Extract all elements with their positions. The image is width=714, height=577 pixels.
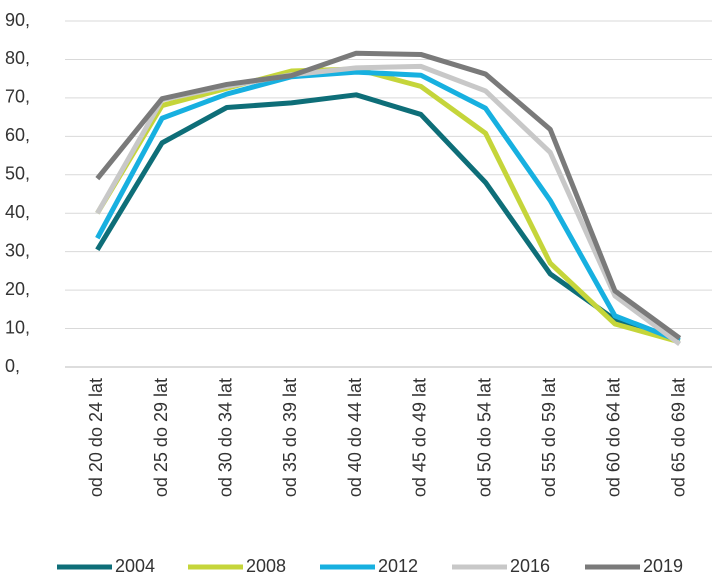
y-tick-label: 80, xyxy=(5,48,30,68)
legend-label: 2012 xyxy=(378,556,418,576)
y-tick-label: 40, xyxy=(5,202,30,222)
y-tick-label: 70, xyxy=(5,87,30,107)
x-tick-label: od 55 do 59 lat xyxy=(539,378,559,497)
x-tick-label: od 30 do 34 lat xyxy=(216,378,236,497)
y-tick-label: 0, xyxy=(5,356,20,376)
line-series xyxy=(95,50,682,341)
x-tick-label: od 45 do 49 lat xyxy=(410,378,430,497)
legend-label: 2004 xyxy=(115,556,155,576)
x-tick-label: od 40 do 44 lat xyxy=(345,378,365,497)
y-tick-label: 50, xyxy=(5,164,30,184)
x-tick-label: od 65 do 69 lat xyxy=(668,378,688,497)
line-series xyxy=(95,69,681,344)
x-tick-label: od 20 do 24 lat xyxy=(86,378,106,497)
x-tick-label: od 50 do 54 lat xyxy=(474,378,494,497)
y-tick-label: 30, xyxy=(5,240,30,260)
y-tick-label: 90, xyxy=(5,10,30,30)
x-tick-label: od 35 do 39 lat xyxy=(280,378,300,497)
y-tick-label: 20, xyxy=(5,279,30,299)
legend-label: 2016 xyxy=(510,556,550,576)
x-tick-label: od 25 do 29 lat xyxy=(151,378,171,497)
legend-label: 2008 xyxy=(246,556,286,576)
y-tick-label: 10, xyxy=(5,317,30,337)
x-tick-label: od 60 do 64 lat xyxy=(604,378,624,497)
legend-label: 2019 xyxy=(643,556,683,576)
line-series xyxy=(95,66,681,345)
y-tick-label: 60, xyxy=(5,125,30,145)
